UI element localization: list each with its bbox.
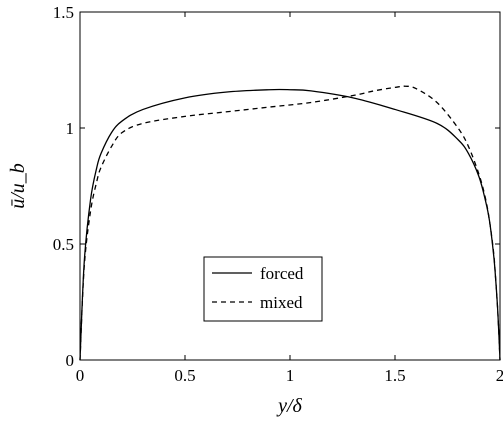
x-tick-label: 1.5 <box>384 366 405 385</box>
x-tick-label: 0 <box>76 366 85 385</box>
tick-labels: 0 0.5 1 1.5 2 0 0.5 1 1.5 <box>53 3 503 385</box>
series-layer <box>79 85 501 361</box>
x-tick-label: 1 <box>286 366 295 385</box>
legend-forced-label: forced <box>260 264 304 283</box>
y-axis-label: ū/u_b <box>7 163 29 209</box>
x-axis-label: y/δ <box>276 395 302 417</box>
legend-mixed-label: mixed <box>260 293 303 312</box>
y-tick-label: 0 <box>66 351 75 370</box>
legend-box <box>203 256 323 322</box>
y-tick-label: 1.5 <box>53 3 74 22</box>
x-tick-label: 0.5 <box>174 366 195 385</box>
y-tick-label: 0.5 <box>53 235 74 254</box>
x-tick-label: 2 <box>496 366 503 385</box>
y-tick-label: 1 <box>66 119 75 138</box>
series-line-forced <box>79 88 501 361</box>
legend: forced mixed <box>203 256 323 322</box>
